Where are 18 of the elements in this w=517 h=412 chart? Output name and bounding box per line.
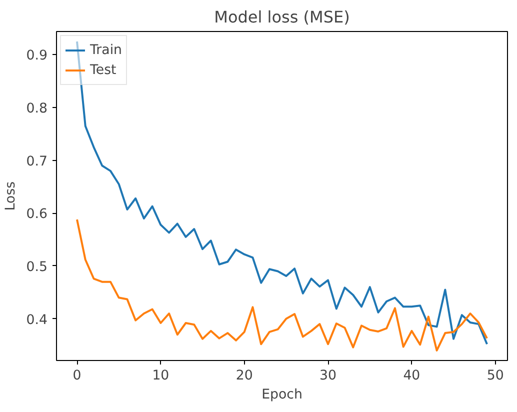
y-axis-title: Loss <box>3 181 18 211</box>
x-tick-label: 20 <box>236 368 253 384</box>
y-tick-label: 0.7 <box>26 154 48 170</box>
y-tick-label: 0.5 <box>26 260 48 275</box>
legend-label: Train <box>90 42 122 58</box>
x-tick-label: 40 <box>403 368 420 384</box>
legend-label: Test <box>90 62 116 78</box>
y-tick-label: 0.6 <box>26 207 48 222</box>
x-axis-title: Epoch <box>262 388 302 402</box>
x-tick-label: 30 <box>320 368 337 384</box>
line-series <box>76 218 488 352</box>
x-tick-label: 0 <box>72 368 82 384</box>
y-tick-label: 0.9 <box>26 48 48 64</box>
x-tick-label: 10 <box>152 368 170 384</box>
chart-title: Model loss (MSE) <box>214 8 350 26</box>
x-tick-label: 50 <box>486 368 504 384</box>
y-tick-label: 0.4 <box>26 312 48 328</box>
y-tick-label: 0.8 <box>26 102 48 117</box>
